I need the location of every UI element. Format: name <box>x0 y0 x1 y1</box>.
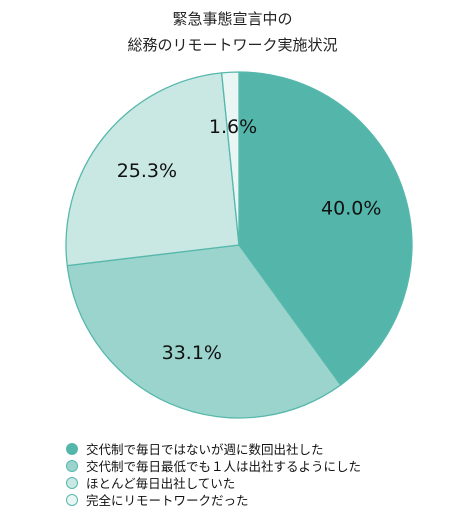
pie-slice-4 <box>220 71 240 246</box>
slice-label-3: 25.3% <box>117 160 177 182</box>
pie-slice-3 <box>65 72 240 267</box>
legend-item-4: 完全にリモートワークだった <box>66 491 361 508</box>
legend: 交代制で毎日ではないが週に数回出社した交代制で毎日最低でも１人は出社するようにし… <box>66 440 361 508</box>
legend-swatch-3 <box>66 476 78 489</box>
slice-label-4: 1.6% <box>209 116 257 138</box>
slice-label-1: 40.0% <box>321 198 381 220</box>
slice-label-2: 33.1% <box>162 342 222 364</box>
legend-swatch-4 <box>66 493 78 506</box>
legend-swatch-1 <box>66 442 78 455</box>
legend-label-2: 交代制で毎日最低でも１人は出社するようにした <box>86 459 362 474</box>
legend-label-1: 交代制で毎日ではないが週に数回出社した <box>86 442 324 457</box>
legend-label-4: 完全にリモートワークだった <box>86 493 249 508</box>
chart-title-line-1: 緊急事態宣言中の <box>172 10 293 28</box>
legend-item-1: 交代制で毎日ではないが週に数回出社した <box>66 440 361 457</box>
legend-swatch-2 <box>66 459 78 472</box>
legend-label-3: ほとんど毎日出社していた <box>86 476 236 491</box>
pie-slice-1 <box>238 71 413 386</box>
chart-title-line-2: 総務のリモートワーク実施状況 <box>127 36 338 54</box>
legend-item-2: 交代制で毎日最低でも１人は出社するようにした <box>66 457 361 474</box>
legend-item-3: ほとんど毎日出社していた <box>66 474 361 491</box>
pie-slice-2 <box>66 244 342 419</box>
pie-chart: 40.0% 33.1% 25.3% 1.6% <box>65 71 413 419</box>
